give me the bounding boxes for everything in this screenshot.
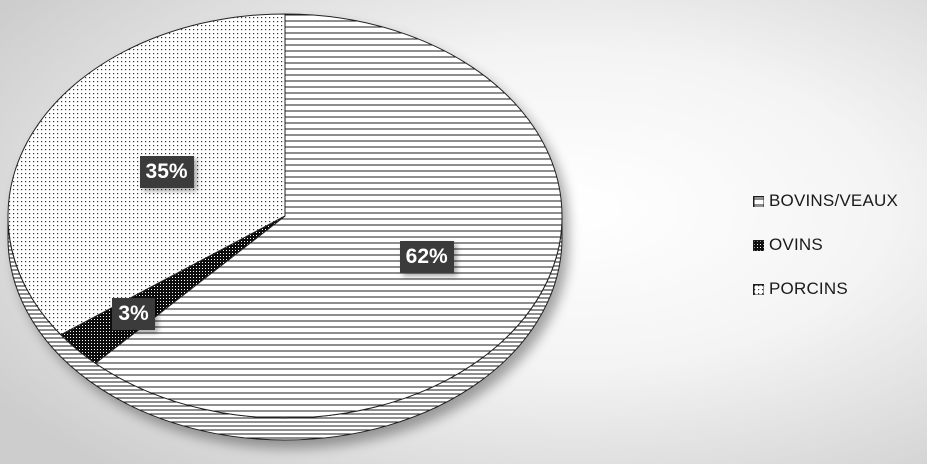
legend-item-ovins: OVINS (753, 235, 927, 254)
legend: BOVINS/VEAUX OVINS PORCINS (753, 191, 927, 324)
data-label-bovins-veaux: 62% (399, 240, 454, 273)
data-label-porcins: 35% (139, 155, 194, 188)
legend-swatch-porcins (753, 283, 764, 295)
pie-slice-bovins-veaux (94, 13, 563, 419)
legend-item-bovins-veaux: BOVINS/VEAUX (753, 191, 927, 210)
legend-swatch-bovins-veaux (753, 195, 764, 207)
legend-label: BOVINS/VEAUX (769, 191, 898, 210)
legend-label: PORCINS (769, 279, 848, 298)
legend-swatch-ovins (753, 239, 764, 251)
data-label-ovins: 3% (112, 297, 155, 330)
legend-item-porcins: PORCINS (753, 279, 927, 298)
legend-label: OVINS (769, 235, 823, 254)
